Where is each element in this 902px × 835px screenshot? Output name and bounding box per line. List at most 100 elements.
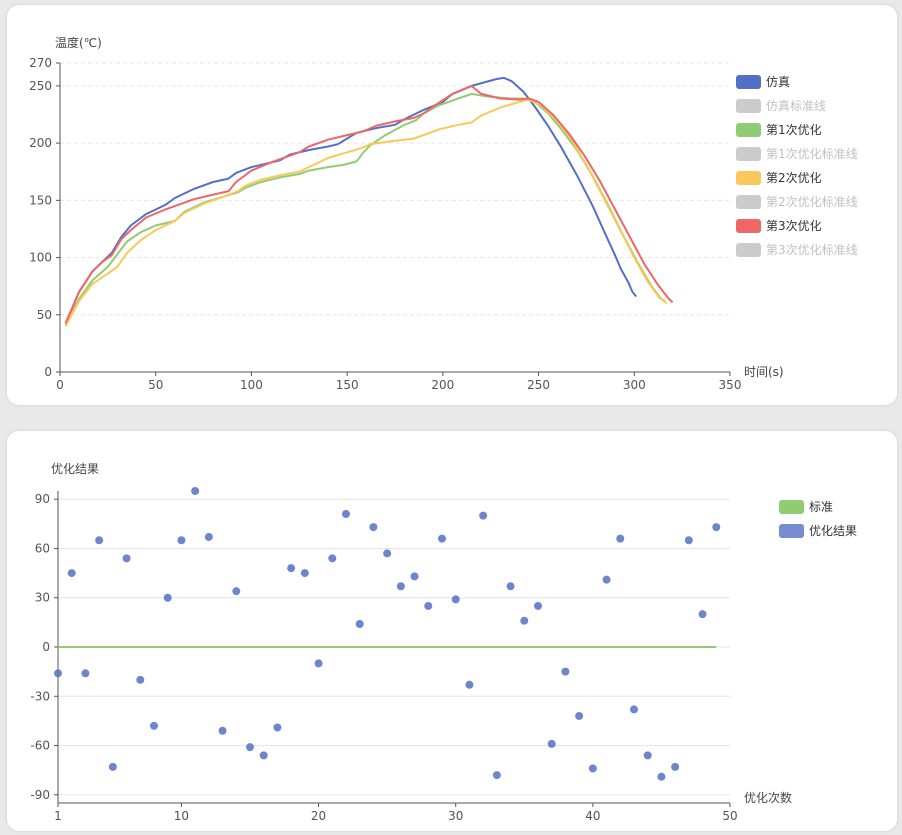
y-tick-label: 250	[29, 79, 52, 93]
legend-item[interactable]: 第1次优化标准线	[736, 147, 858, 161]
scatter-point	[177, 536, 186, 545]
scatter-point	[369, 523, 378, 532]
legend-label: 第1次优化	[766, 123, 822, 137]
scatter-point	[191, 487, 200, 495]
y-tick-label: 100	[29, 251, 52, 265]
legend-swatch	[736, 123, 761, 137]
scatter-point	[150, 721, 158, 730]
y-axis-label: 优化结果	[51, 462, 99, 476]
series-line-7	[64, 84, 674, 324]
legend-label: 第1次优化标准线	[766, 147, 858, 161]
scatter-point	[54, 669, 62, 678]
scatter-point	[396, 582, 405, 591]
x-tick-label: 30	[448, 809, 463, 823]
legend-swatch	[736, 75, 761, 89]
y-tick-label: -60	[30, 739, 50, 753]
y-tick-label: 200	[29, 136, 52, 150]
legend-swatch	[736, 243, 761, 257]
y-axis-label: 温度(℃)	[55, 35, 102, 50]
x-tick-label: 100	[240, 378, 263, 392]
scatter-point	[424, 601, 433, 610]
legend-label: 仿真标准线	[766, 99, 826, 113]
scatter-point	[108, 762, 117, 771]
x-tick-label: 10	[174, 809, 189, 823]
scatter-point	[314, 659, 323, 668]
legend-swatch	[736, 147, 761, 161]
scatter-point	[712, 523, 721, 532]
x-tick-label: 250	[527, 378, 550, 392]
x-tick-label: 20	[311, 809, 326, 823]
x-tick-label: 1	[54, 809, 62, 823]
legend-item[interactable]: 仿真	[736, 75, 790, 89]
x-tick-label: 200	[431, 378, 454, 392]
y-tick-label: 50	[37, 308, 52, 322]
scatter-point	[67, 569, 76, 578]
scatter-point	[657, 772, 666, 781]
legend-item[interactable]: 第2次优化	[736, 171, 822, 185]
scatter-point	[547, 739, 556, 748]
scatter-point	[355, 620, 364, 629]
scatter-point	[81, 669, 90, 678]
legend-item[interactable]: 第3次优化标准线	[736, 243, 858, 257]
legend-label: 第3次优化	[766, 219, 822, 233]
scatter-point	[506, 582, 515, 591]
legend-item[interactable]: 标准	[779, 500, 833, 514]
scatter-point	[575, 711, 584, 720]
y-tick-label: 90	[35, 492, 50, 506]
legend-item[interactable]: 优化结果	[779, 524, 857, 538]
legend-item[interactable]: 第1次优化	[736, 123, 822, 137]
temperature-chart-card: 0 50 100 150 200 250 270 0 50 100 150 200 250 300 350 温…	[7, 5, 897, 405]
scatter-point	[630, 705, 638, 714]
x-axis-label: 优化次数	[744, 790, 792, 805]
scatter-point	[520, 616, 529, 625]
legend-label: 第2次优化	[766, 171, 822, 185]
x-tick-label: 350	[719, 378, 742, 392]
legend-label: 标准	[809, 500, 833, 514]
x-tick-label: 300	[623, 378, 646, 392]
scatter-point	[465, 680, 474, 689]
legend-item[interactable]: 第2次优化标准线	[736, 195, 858, 209]
legend-item[interactable]: 第3次优化	[736, 219, 822, 233]
x-axis-label: 时间(s)	[744, 365, 784, 379]
legend-swatch	[736, 195, 761, 209]
legend-label: 仿真	[766, 75, 790, 89]
scatter-point	[259, 751, 268, 760]
scatter-point	[204, 532, 213, 541]
y-tick-label: 270	[29, 56, 52, 70]
scatter-point	[136, 675, 145, 684]
scatter-point	[698, 610, 707, 619]
scatter-point	[328, 554, 337, 563]
scatter-point	[95, 536, 104, 545]
legend-item[interactable]: 仿真标准线	[736, 99, 826, 113]
y-tick-label: 60	[35, 541, 50, 555]
scatter-point	[383, 549, 392, 558]
legend-swatch	[736, 219, 761, 233]
scatter-point	[218, 726, 227, 735]
x-tick-label: 50	[148, 378, 163, 392]
y-tick-label: -90	[30, 788, 50, 802]
scatter-point	[643, 751, 652, 760]
series-line-3	[64, 92, 666, 326]
scatter-point	[410, 572, 419, 581]
scatter-point	[561, 667, 570, 676]
scatter-point	[479, 511, 488, 520]
scatter-point	[602, 575, 611, 584]
x-tick-label: 0	[56, 378, 64, 392]
optimization-result-card: -90 -60 -30 0 30 60 90 1 10 20 30 40 50 优化结果 优化次数 标准 优化结…	[7, 431, 897, 831]
scatter-point	[438, 534, 446, 543]
x-tick-label: 40	[585, 809, 600, 823]
scatter-point	[588, 764, 597, 773]
series-line-5	[64, 98, 668, 327]
scatter-point	[684, 536, 693, 545]
legend-swatch	[736, 171, 761, 185]
scatter-point	[451, 595, 460, 604]
x-tick-label: 50	[722, 809, 737, 823]
scatter-point	[671, 762, 680, 771]
scatter-point	[342, 509, 350, 518]
x-tick-label: 150	[336, 378, 359, 392]
legend-label: 第3次优化标准线	[766, 243, 858, 257]
scatter-point	[232, 587, 241, 596]
y-tick-label: 150	[29, 193, 52, 207]
y-tick-label: -30	[30, 689, 50, 703]
